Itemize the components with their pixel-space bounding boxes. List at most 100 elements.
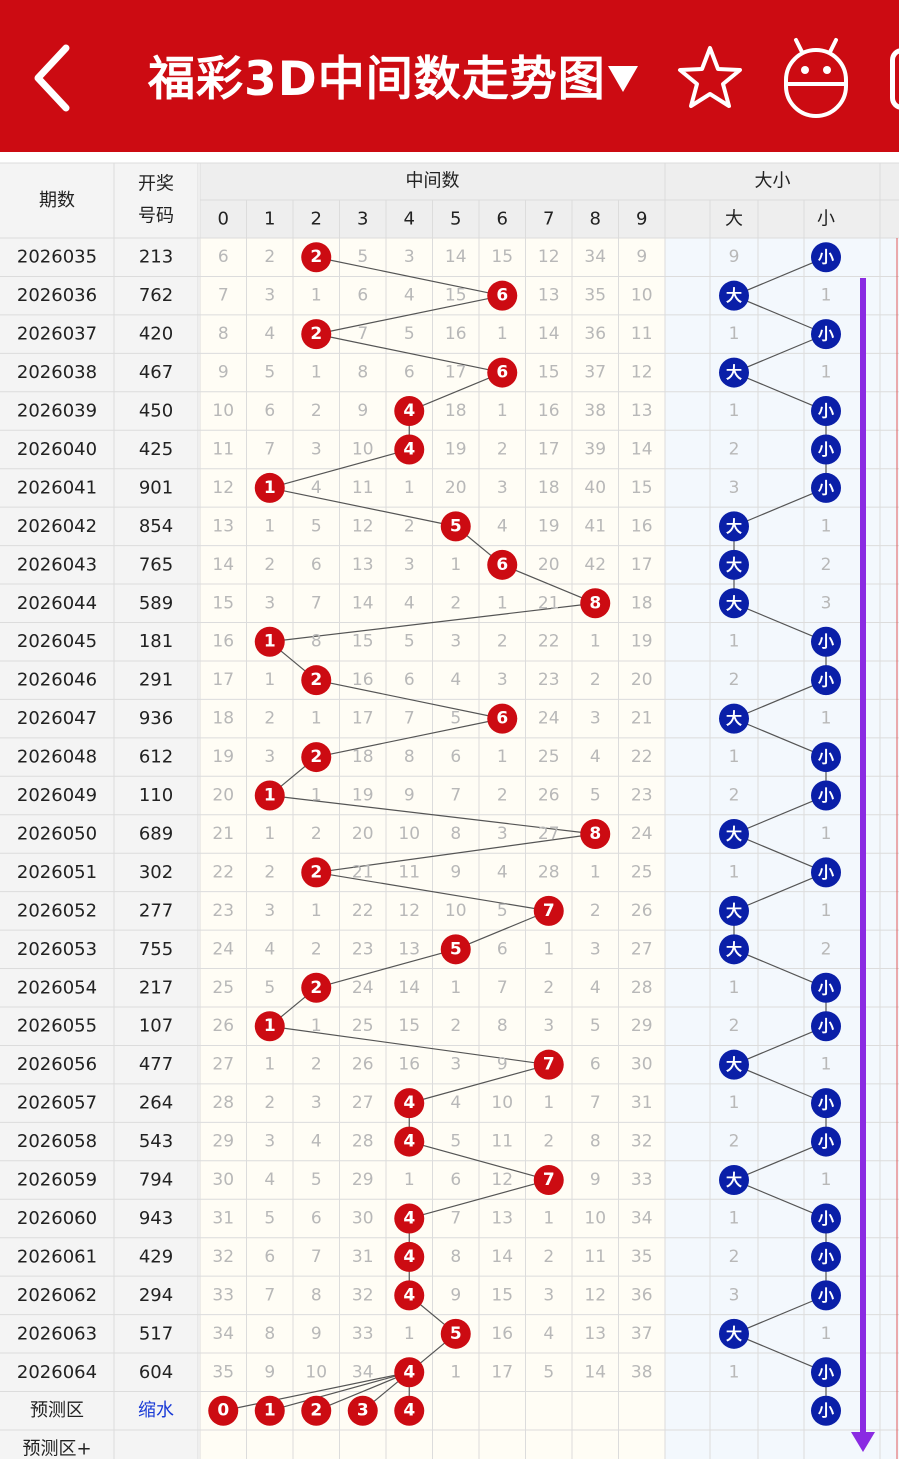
miss-count: 8: [404, 747, 415, 767]
forecast-link-line: [316, 1371, 410, 1412]
forecast-size-ball[interactable]: [811, 1395, 841, 1426]
miss-count: 15: [398, 1016, 420, 1036]
size-trend-line: [733, 602, 827, 643]
mid-ball-label: 4: [403, 1093, 415, 1113]
mid-trend-line: [502, 564, 596, 604]
miss-count: 5: [311, 516, 322, 536]
digit-header: 5: [450, 209, 461, 230]
miss-count: 27: [631, 939, 653, 959]
miss-count: 8: [497, 1016, 508, 1036]
small-ball: [811, 1241, 841, 1272]
miss-count: 3: [264, 747, 275, 767]
mid-ball: [254, 472, 285, 503]
issue-cell: 2026063: [17, 1323, 97, 1344]
mid-trend-line: [269, 794, 596, 835]
star-icon[interactable]: [676, 44, 744, 112]
miss-count: 1: [264, 516, 275, 536]
miss-count: 23: [212, 901, 234, 921]
miss-count: 7: [590, 1093, 601, 1113]
miss-count: 12: [631, 363, 653, 383]
size-trend-line: [733, 1333, 827, 1373]
big-ball: [719, 818, 749, 849]
miss-count: 7: [218, 286, 229, 306]
miss-count: 15: [352, 632, 374, 652]
forecast-link-line: [269, 1371, 410, 1412]
miss-count: 10: [445, 901, 467, 921]
back-chevron-icon[interactable]: [28, 42, 76, 114]
app-header: 福彩3D中间数走势图: [0, 0, 899, 152]
forecast-pick-label: 2: [310, 1401, 322, 1421]
forecast-pick-ball[interactable]: [301, 1395, 332, 1426]
miss-count: 7: [264, 1285, 275, 1305]
mid-ball-label: 5: [450, 939, 462, 959]
small-ball: [811, 780, 841, 811]
dropdown-caret-icon[interactable]: [606, 64, 640, 94]
miss-count: 20: [631, 670, 653, 690]
miss-count: 35: [631, 1247, 653, 1267]
miss-count: 4: [264, 1170, 275, 1190]
header-small: 小: [817, 209, 835, 230]
miss-count: 21: [352, 862, 374, 882]
miss-count: 1: [497, 324, 508, 344]
size-miss-count: 1: [821, 363, 832, 383]
mid-ball: [440, 1318, 471, 1349]
miss-count: 16: [212, 632, 234, 652]
miss-count: 24: [538, 709, 560, 729]
miss-count: 2: [264, 709, 275, 729]
miss-count: 6: [450, 1170, 461, 1190]
miss-count: 8: [357, 363, 368, 383]
miss-count: 22: [631, 747, 653, 767]
miss-count: 29: [352, 1170, 374, 1190]
size-ball-label: 小: [818, 671, 834, 690]
mid-trend-line: [409, 1064, 549, 1104]
miss-count: 6: [357, 286, 368, 306]
miss-count: 8: [590, 1132, 601, 1152]
miss-count: 14: [584, 1362, 606, 1382]
miss-count: 5: [264, 1208, 275, 1228]
shrink-link[interactable]: 缩水: [138, 1400, 174, 1421]
size-trend-line: [733, 256, 827, 297]
forecast-pick-ball[interactable]: [347, 1395, 378, 1426]
issue-cell: 2026038: [17, 362, 97, 383]
miss-count: 2: [264, 862, 275, 882]
mid-trend-line: [316, 948, 456, 989]
digit-header: 8: [590, 209, 601, 230]
robot-icon[interactable]: [780, 36, 852, 120]
miss-count: 25: [631, 862, 653, 882]
page-title[interactable]: 福彩3D中间数走势图: [148, 52, 606, 107]
miss-count: 20: [538, 555, 560, 575]
forecast-pick-ball[interactable]: [208, 1395, 239, 1426]
more-icon[interactable]: [890, 48, 899, 110]
miss-count: 22: [538, 632, 560, 652]
issue-cell: 2026046: [17, 670, 97, 691]
miss-count: 1: [311, 901, 322, 921]
miss-count: 14: [491, 1247, 513, 1267]
mid-ball: [301, 742, 332, 773]
size-trend-line: [733, 1179, 827, 1220]
miss-count: 3: [311, 439, 322, 459]
issue-cell: 2026057: [17, 1093, 97, 1114]
miss-count: 38: [631, 1362, 653, 1382]
mid-trend-line: [316, 718, 503, 758]
draw-number-cell: 467: [139, 362, 173, 383]
draw-number-cell: 936: [139, 708, 173, 729]
mid-ball: [533, 895, 564, 926]
forecast-link-line: [223, 1371, 410, 1412]
mid-ball: [580, 818, 611, 849]
issue-cell: 2026040: [17, 439, 97, 460]
miss-count: 6: [590, 1055, 601, 1075]
small-ball: [811, 665, 841, 696]
forecast-pick-ball[interactable]: [394, 1395, 425, 1426]
miss-count: 15: [445, 286, 467, 306]
forecast-pick-ball[interactable]: [254, 1395, 285, 1426]
miss-count: 4: [264, 324, 275, 344]
header-period: 期数: [39, 190, 75, 211]
mid-ball-label: 6: [496, 363, 508, 383]
miss-count: 32: [631, 1132, 653, 1152]
miss-count: 5: [264, 363, 275, 383]
issue-cell: 2026062: [17, 1285, 97, 1306]
draw-number-cell: 517: [139, 1323, 173, 1344]
issue-cell: 2026059: [17, 1170, 97, 1191]
size-ball-label: 大: [726, 1324, 742, 1343]
mid-trend-line: [316, 679, 503, 720]
